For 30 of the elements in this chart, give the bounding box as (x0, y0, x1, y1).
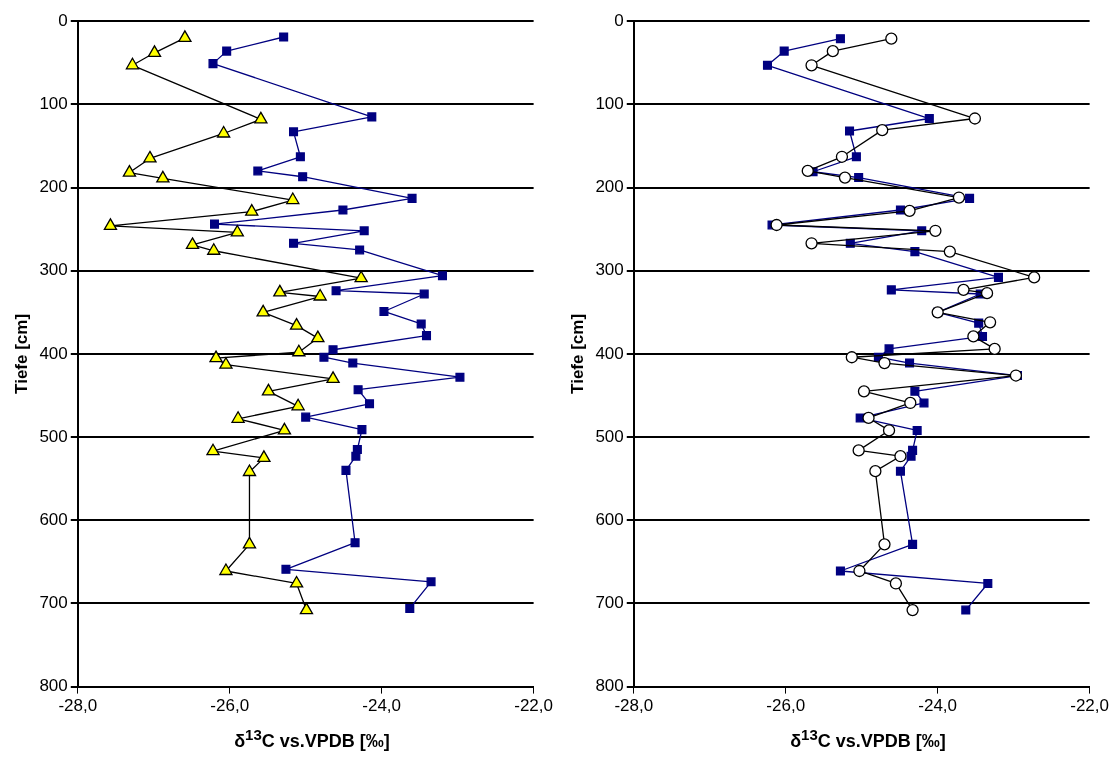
y-tick-label: 800 (595, 676, 624, 696)
y-tick-label: 100 (595, 94, 624, 114)
y-tick-label: 200 (595, 177, 624, 197)
y-tick-label: 400 (39, 343, 68, 363)
y-tick-label: 800 (39, 676, 68, 696)
x-axis-title: δ$^{13}$C vs.VPDB [‰] (789, 726, 947, 752)
y-tick-label: 200 (39, 177, 68, 197)
x-tick-label: -24,0 (362, 696, 402, 716)
x-axis-title: δ$^{13}$C vs.VPDB [‰] (233, 726, 391, 752)
y-axis-title: Tiefe [cm] (11, 313, 31, 394)
x-tick-label: -26,0 (210, 696, 250, 716)
x-tick-label: -22,0 (1070, 696, 1109, 716)
y-axis-title: Tiefe [cm] (567, 313, 587, 394)
x-tick-label: -28,0 (614, 696, 654, 716)
x-tick-label: -24,0 (918, 696, 958, 716)
y-tick-label: 100 (39, 94, 68, 114)
y-tick-label: 700 (595, 593, 624, 613)
y-tick-label: 600 (595, 509, 624, 529)
y-tick-label: 300 (39, 260, 68, 280)
y-tick-label: 0 (614, 10, 624, 30)
y-tick-label: 700 (39, 593, 68, 613)
x-tick-label: -22,0 (514, 696, 553, 716)
y-tick-label: 0 (58, 10, 68, 30)
x-tick-label: -26,0 (766, 696, 806, 716)
y-tick-label: 600 (39, 509, 68, 529)
y-tick-label: 500 (39, 426, 68, 446)
x-tick-label: -28,0 (58, 696, 98, 716)
y-tick-label: 400 (595, 343, 624, 363)
y-tick-label: 300 (595, 260, 624, 280)
y-tick-label: 500 (595, 426, 624, 446)
